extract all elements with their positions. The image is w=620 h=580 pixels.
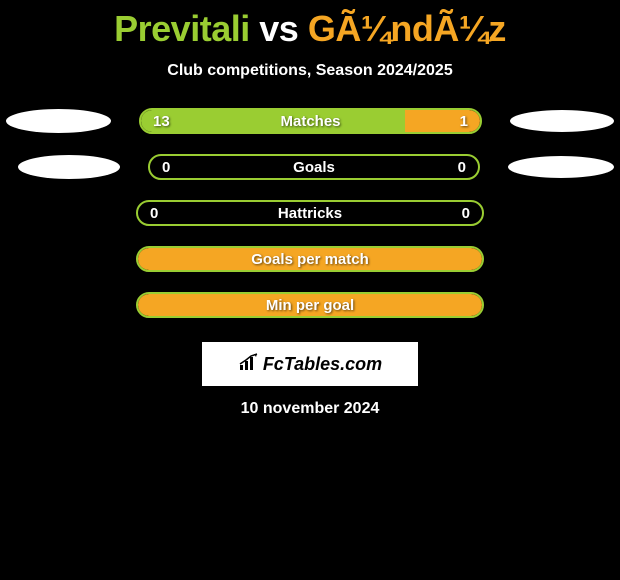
avatar-right [508, 156, 614, 178]
stat-label: Goals [293, 159, 335, 176]
stat-row-gpm: Goals per match [0, 246, 620, 272]
stat-label: Hattricks [278, 205, 342, 222]
player-left-name: Previtali [114, 8, 250, 49]
stat-value-left: 13 [153, 113, 170, 130]
bar-fill-right [405, 110, 480, 132]
stat-row-goals: 0 Goals 0 [0, 154, 620, 180]
stat-value-right: 0 [458, 159, 466, 176]
stat-bar: 0 Goals 0 [148, 154, 480, 180]
avatar-left [18, 155, 120, 179]
chart-icon [238, 353, 260, 376]
stat-bar: 0 Hattricks 0 [136, 200, 484, 226]
avatar-right [510, 110, 614, 132]
avatar-left [6, 109, 111, 133]
logo: FcTables.com [238, 353, 382, 376]
stat-row-matches: 13 Matches 1 [0, 108, 620, 134]
comparison-card: Previtali vs GÃ¼ndÃ¼z Club competitions,… [0, 0, 620, 418]
stat-row-hattricks: 0 Hattricks 0 [0, 200, 620, 226]
stat-bar: Goals per match [136, 246, 484, 272]
logo-box[interactable]: FcTables.com [202, 342, 418, 386]
vs-text: vs [259, 8, 298, 49]
subtitle: Club competitions, Season 2024/2025 [167, 62, 452, 80]
date-text: 10 november 2024 [241, 400, 380, 418]
stat-value-left: 0 [150, 205, 158, 222]
stat-row-mpg: Min per goal [0, 292, 620, 318]
stat-label: Matches [280, 113, 340, 130]
bar-fill-left [141, 110, 405, 132]
stat-bar: 13 Matches 1 [139, 108, 482, 134]
page-title: Previtali vs GÃ¼ndÃ¼z [114, 8, 506, 50]
player-right-name: GÃ¼ndÃ¼z [308, 8, 506, 49]
stat-value-right: 0 [462, 205, 470, 222]
stat-value-left: 0 [162, 159, 170, 176]
stat-value-right: 1 [460, 113, 468, 130]
stat-label: Goals per match [251, 251, 369, 268]
logo-text: FcTables.com [263, 354, 382, 375]
stat-bar: Min per goal [136, 292, 484, 318]
stat-label: Min per goal [266, 297, 354, 314]
